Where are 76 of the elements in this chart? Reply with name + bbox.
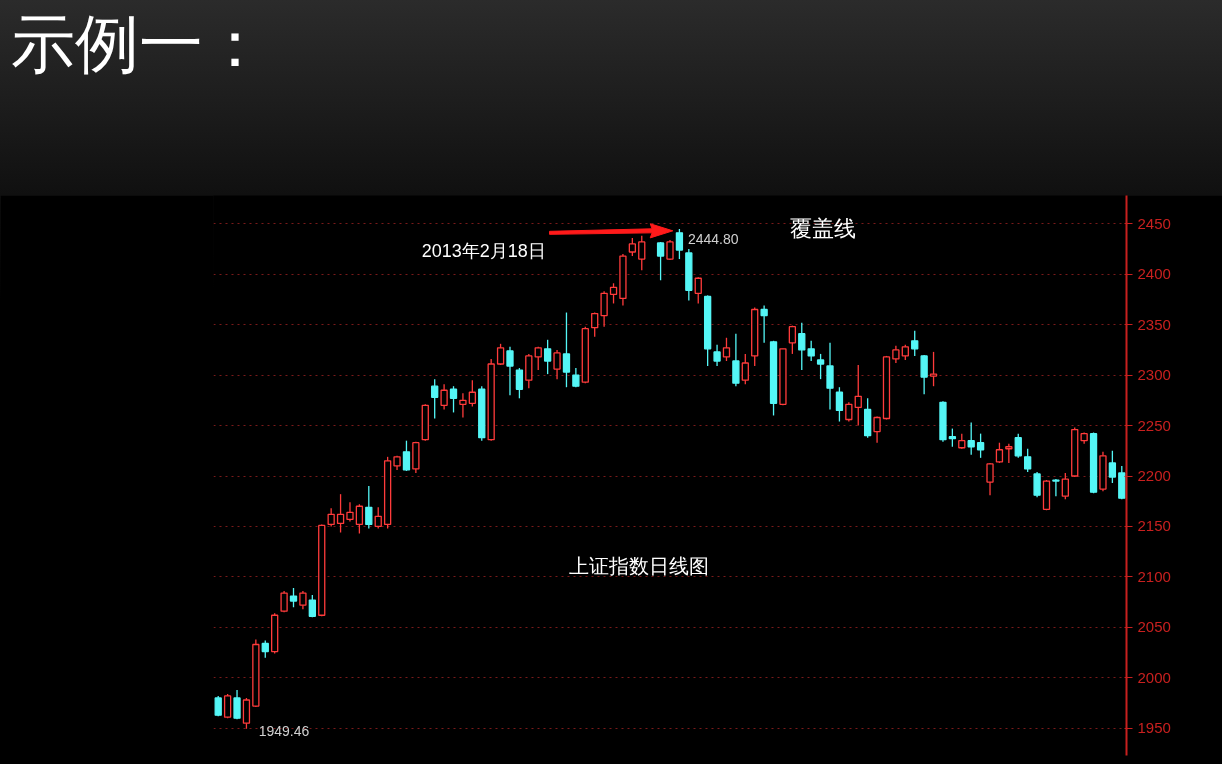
y-tick-label: 2150 — [1137, 517, 1171, 535]
candlestick — [242, 697, 251, 730]
candlestick — [976, 432, 985, 459]
candlestick — [675, 228, 684, 260]
candlestick — [816, 353, 825, 380]
y-tick-label: 2100 — [1137, 567, 1171, 585]
candlestick — [741, 353, 749, 385]
candlestick — [948, 427, 957, 448]
candlestick — [449, 385, 458, 414]
annotation: 2444.80 — [687, 230, 739, 247]
candlestick — [440, 383, 448, 411]
y-tick-label: 2350 — [1137, 315, 1171, 333]
candlestick — [506, 346, 514, 396]
candlestick — [327, 507, 335, 528]
candlestick — [713, 344, 721, 367]
candlestick — [1052, 478, 1060, 497]
candlestick — [1033, 471, 1041, 498]
y-tick-label: 2400 — [1137, 265, 1171, 283]
candlestick — [929, 351, 938, 387]
candlestick — [336, 493, 345, 534]
candlestick — [694, 276, 702, 305]
candlestick — [967, 421, 975, 456]
candlestick — [289, 587, 298, 608]
candlestick — [1024, 448, 1032, 473]
candlestick — [402, 440, 411, 472]
candlestick — [365, 485, 373, 530]
y-tick-label: 2050 — [1137, 618, 1171, 636]
candlestick — [845, 401, 853, 423]
candlestick — [1108, 450, 1117, 484]
candlestick — [562, 311, 571, 388]
candlestick — [346, 501, 354, 523]
candlestick — [468, 379, 476, 408]
candlestick — [1014, 432, 1022, 459]
candlestick — [609, 282, 618, 305]
y-tick-label: 2300 — [1137, 366, 1171, 384]
y-tick-label: 2200 — [1137, 467, 1171, 484]
candlestick — [920, 354, 928, 395]
annotation: 2013年2月18日 — [421, 241, 546, 261]
candlestick — [233, 689, 241, 720]
y-tick-label: 2000 — [1137, 668, 1171, 686]
candlestick — [722, 337, 731, 362]
candlestick — [826, 342, 834, 411]
candlestick — [431, 378, 439, 420]
candlestick — [299, 590, 307, 610]
candlestick — [600, 290, 608, 328]
candlestick — [732, 333, 740, 387]
candlestick — [854, 364, 862, 427]
candlestick — [638, 235, 646, 271]
candlestick — [591, 311, 599, 338]
annotation: 覆盖线 — [790, 216, 857, 242]
candlestick — [543, 339, 552, 375]
candlestick — [223, 693, 232, 719]
candlestick — [459, 392, 467, 419]
candlestick — [835, 386, 844, 423]
candlestick — [628, 237, 637, 257]
annotation: 上证指数日线图 — [569, 554, 710, 577]
candlestick — [1061, 472, 1069, 500]
y-tick-label: 2450 — [1137, 214, 1171, 232]
candlestick — [807, 340, 815, 362]
y-tick-label: 2250 — [1137, 416, 1171, 434]
y-tick-label: 1950 — [1137, 719, 1171, 737]
candlestick — [1005, 443, 1013, 464]
candlestick — [798, 321, 806, 371]
candlestick — [788, 325, 797, 355]
candlestick — [656, 241, 665, 281]
candlestick — [986, 462, 994, 496]
candlestick — [374, 506, 382, 530]
candlestick — [911, 330, 919, 357]
candlestick — [355, 503, 364, 535]
candlestick — [873, 415, 881, 444]
candlestick — [760, 304, 768, 344]
annotation: 1949.46 — [258, 723, 310, 740]
chart-title: 示例一： — [11, 8, 267, 80]
candlestick — [515, 367, 524, 399]
candlestick — [995, 442, 1004, 464]
candlestick — [553, 349, 561, 380]
